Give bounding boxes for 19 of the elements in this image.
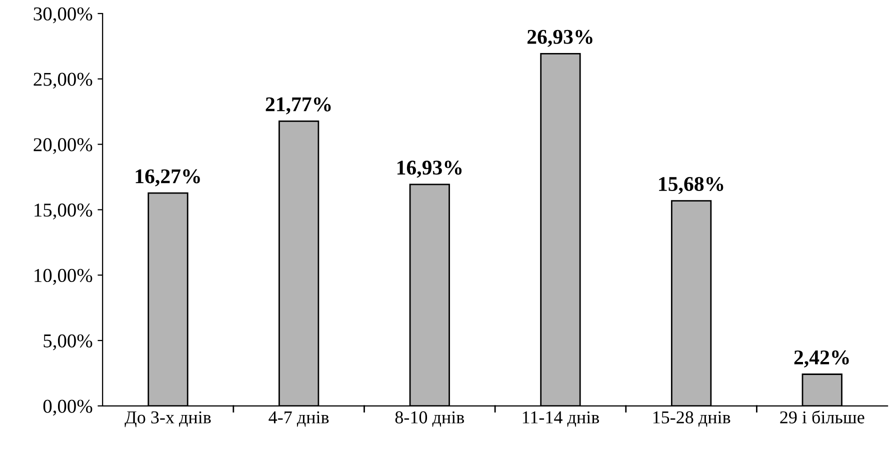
y-tick-label: 10,00%: [34, 268, 92, 285]
data-label: 26,93%: [527, 30, 592, 47]
x-tick-label: 29 і більше: [780, 410, 864, 424]
x-tick-label: 8-10 днів: [395, 411, 464, 427]
data-label: 2,42%: [794, 350, 849, 368]
x-tick-label: 15-28 днів: [653, 411, 730, 427]
y-tick-label: 0,00%: [43, 400, 92, 416]
y-tick-label: 30,00%: [34, 7, 92, 24]
x-tick-label: До 3-х днів: [124, 411, 211, 428]
data-label: 16,27%: [136, 169, 200, 186]
data-label: 21,77%: [266, 97, 331, 114]
data-label: 16,93%: [397, 160, 462, 178]
data-label: 15,68%: [659, 176, 724, 194]
x-tick-label: 4-7 днів: [268, 411, 329, 427]
y-tick-label: 25,00%: [34, 72, 92, 89]
y-tick-label: 15,00%: [34, 204, 92, 220]
y-tick-label: 5,00%: [44, 334, 92, 350]
x-tick-label: 11-14 днів: [522, 411, 600, 427]
y-tick-label: 20,00%: [34, 138, 92, 154]
